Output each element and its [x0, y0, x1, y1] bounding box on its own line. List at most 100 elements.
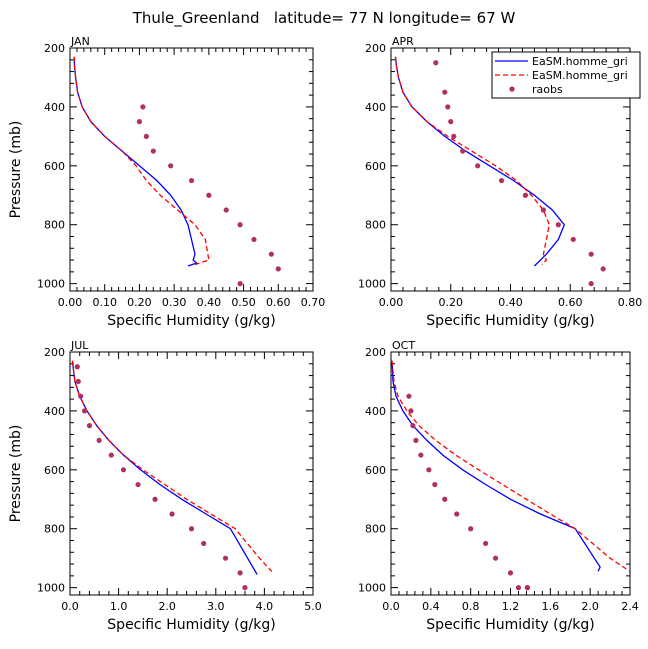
- raobs-point: [188, 526, 195, 532]
- y-tick-label: 1000: [358, 582, 386, 595]
- y-axis-label: Pressure (mb): [8, 121, 24, 219]
- raobs-point: [426, 467, 432, 473]
- x-tick-label: 2.0: [581, 600, 599, 613]
- y-tick-label: 400: [365, 101, 386, 114]
- model-line-solid: [391, 360, 601, 572]
- x-tick-label: 0.20: [439, 296, 464, 309]
- panel-label: APR: [392, 35, 414, 48]
- raobs-point: [451, 133, 457, 139]
- panel-oct: OCT 0.0 0.4 0.8 1.2 1.6 2.0 2.4 200 400 600 800 1000…: [358, 339, 639, 633]
- y-tick-label: 800: [44, 523, 65, 536]
- raobs-point: [136, 119, 143, 125]
- y-tick-label: 800: [365, 219, 386, 232]
- y-tick-label: 200: [44, 346, 65, 359]
- model-line-dashed: [71, 360, 273, 572]
- raobs-point: [206, 192, 212, 198]
- raobs-point: [433, 60, 439, 66]
- raobs-point: [108, 452, 114, 458]
- raobs-point: [588, 251, 594, 257]
- raobs-point: [492, 555, 499, 561]
- panel-label: JUL: [70, 339, 89, 352]
- y-tick-label: 600: [365, 160, 386, 173]
- model-line-solid: [73, 56, 199, 267]
- x-tick-label: 2.4: [621, 600, 639, 613]
- raobs-point: [237, 281, 243, 287]
- x-tick-label: 0.50: [231, 296, 256, 309]
- raobs-point: [454, 511, 460, 517]
- raobs-point: [268, 251, 274, 257]
- legend-label: EaSM.homme_gri: [532, 69, 628, 82]
- raobs-point: [432, 481, 438, 488]
- y-tick-label: 600: [44, 160, 65, 173]
- panel-jan: JAN 0.00 0.10 0.20 0.30 0.40 0.50 0.60 0.70 200 40…: [8, 35, 325, 329]
- raobs-point: [86, 423, 93, 429]
- raobs-point: [201, 540, 207, 547]
- panel-apr: APR 0.00 0.20 0.40 0.60 0.80 200 400 600 800 1000 S…: [358, 35, 642, 329]
- x-tick-label: 2.0: [158, 600, 176, 613]
- x-tick-label: 0.00: [379, 296, 404, 309]
- raobs-point: [406, 393, 412, 399]
- model-line-dashed: [73, 56, 210, 266]
- panel-jul: JUL 0.0 1.0 2.0 3.0 4.0 5.0 200 400 600 800 1000 Spe…: [8, 339, 322, 633]
- model-line-dashed: [394, 56, 550, 265]
- y-tick-label: 400: [44, 101, 65, 114]
- raobs-point: [413, 437, 419, 443]
- x-tick-label: 0.8: [462, 600, 480, 613]
- x-tick-label: 0.70: [301, 296, 326, 309]
- x-tick-label: 0.60: [558, 296, 583, 309]
- y-tick-label: 600: [44, 464, 65, 477]
- y-tick-label: 200: [365, 42, 386, 55]
- raobs-point: [540, 207, 546, 213]
- raobs-point: [237, 222, 243, 228]
- x-axis-label: Specific Humidity (g/kg): [107, 313, 275, 329]
- legend-box: [491, 51, 641, 99]
- raobs-point: [408, 408, 414, 414]
- raobs-point: [410, 423, 416, 429]
- raobs-point: [81, 408, 88, 414]
- legend-label: EaSM.homme_gri: [532, 55, 628, 68]
- raobs-point: [448, 119, 454, 125]
- y-tick-label: 600: [365, 464, 386, 477]
- x-tick-label: 0.60: [266, 296, 291, 309]
- raobs-point: [152, 496, 158, 502]
- x-axis-label: Specific Humidity (g/kg): [426, 313, 594, 329]
- plot-frame: [69, 47, 314, 292]
- raobs-point: [460, 148, 466, 154]
- raobs-point: [168, 163, 174, 169]
- figure-title: Thule_Greenland latitude= 77 N longitude…: [132, 9, 516, 28]
- x-tick-label: 0.20: [127, 296, 152, 309]
- raobs-point: [188, 177, 195, 184]
- plot-frame: [69, 351, 314, 596]
- raobs-point: [78, 393, 84, 399]
- raobs-point: [442, 89, 448, 95]
- raobs-point: [140, 104, 146, 110]
- raobs-point: [242, 585, 248, 591]
- raobs-point: [483, 540, 489, 547]
- raobs-point: [275, 266, 281, 272]
- x-tick-label: 0.10: [92, 296, 117, 309]
- legend-marker-dot: [509, 86, 515, 92]
- raobs-point: [75, 378, 81, 385]
- raobs-point: [588, 281, 594, 287]
- raobs-point: [515, 585, 522, 591]
- legend-label: raobs: [532, 83, 563, 96]
- x-tick-label: 1.2: [502, 600, 520, 613]
- panels: JAN 0.00 0.10 0.20 0.30 0.40 0.50 0.60 0.70 200 40…: [8, 35, 642, 633]
- raobs-point: [143, 133, 149, 139]
- raobs-point: [135, 481, 141, 488]
- raobs-point: [498, 177, 505, 184]
- y-axis-label: Pressure (mb): [8, 425, 24, 523]
- x-tick-label: 4.0: [256, 600, 274, 613]
- panel-label: JAN: [70, 35, 90, 48]
- raobs-point: [222, 555, 229, 561]
- x-tick-label: 0.40: [197, 296, 222, 309]
- raobs-point: [120, 467, 127, 473]
- raobs-point: [223, 207, 229, 213]
- raobs-point: [251, 236, 257, 243]
- raobs-point: [468, 526, 474, 532]
- panel-label: OCT: [392, 339, 415, 352]
- y-tick-label: 1000: [358, 278, 386, 291]
- raobs-point: [555, 222, 561, 228]
